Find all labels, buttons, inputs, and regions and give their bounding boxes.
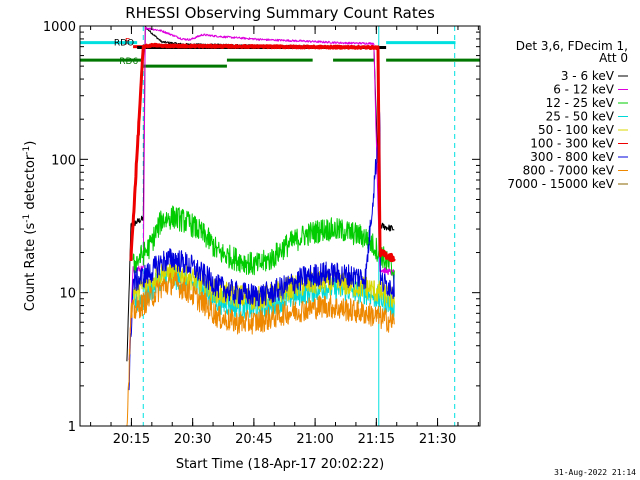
series-line-2	[132, 205, 395, 285]
y-axis-label-sup1: -1	[22, 214, 32, 223]
legend-label-8: 7000 - 15000 keV	[507, 177, 614, 191]
y-axis-label-mid: detector	[23, 154, 38, 214]
legend-label-7: 800 - 7000 keV	[523, 164, 615, 178]
y-tick-label-3: 1000	[43, 20, 76, 35]
series-line-7	[126, 271, 395, 427]
legend-label-3: 25 - 50 keV	[546, 110, 615, 124]
x-tick-label-3: 21:00	[296, 432, 333, 447]
y-tick-label-2: 100	[51, 153, 76, 168]
y-axis-label-sup2: -1	[22, 146, 32, 155]
series-line-6	[128, 111, 395, 391]
y-axis-label-end: )	[23, 141, 38, 146]
footer-timestamp: 31-Aug-2022 21:14	[554, 468, 636, 477]
y-axis-label-main: Count Rate (s	[23, 223, 38, 312]
legend-label-4: 50 - 100 keV	[538, 123, 615, 137]
chart-title: RHESSI Observing Summary Count Rates	[125, 4, 435, 22]
legend-header-0: Det 3,6, FDecim 1,	[516, 39, 628, 53]
series-line-5	[129, 42, 396, 263]
legend-label-2: 12 - 25 keV	[546, 96, 615, 110]
y-axis-label: Count Rate (s-1 detector-1)	[22, 141, 38, 312]
vertical-markers	[79, 26, 456, 426]
series-line-1	[128, 26, 395, 361]
x-tick-label-4: 21:15	[358, 432, 395, 447]
flag-label-1: F	[125, 38, 130, 48]
flag-label-2: RDO	[114, 38, 134, 48]
y-tick-label-0: 1	[68, 420, 76, 435]
axes: 20:15 20:30 20:45 21:00 21:15 21:30 1 10 100 1000	[43, 20, 480, 447]
legend-label-6: 300 - 800 keV	[530, 150, 614, 164]
y-tick-label-1: 10	[59, 287, 76, 302]
x-tick-label-1: 20:30	[174, 432, 211, 447]
x-tick-label-0: 20:15	[113, 432, 150, 447]
x-tick-label-5: 21:30	[419, 432, 456, 447]
legend-label-0: 3 - 6 keV	[561, 69, 615, 83]
flag-label-4: RD6	[119, 57, 138, 67]
plot-frame	[79, 25, 481, 427]
x-axis-label: Start Time (18-Apr-17 20:02:22)	[176, 457, 384, 472]
data-series	[126, 26, 396, 427]
legend-label-5: 100 - 300 keV	[530, 137, 614, 151]
x-tick-label-2: 20:45	[235, 432, 272, 447]
legend-header-1: Att 0	[599, 51, 628, 65]
legend-label-1: 6 - 12 keV	[553, 83, 615, 97]
